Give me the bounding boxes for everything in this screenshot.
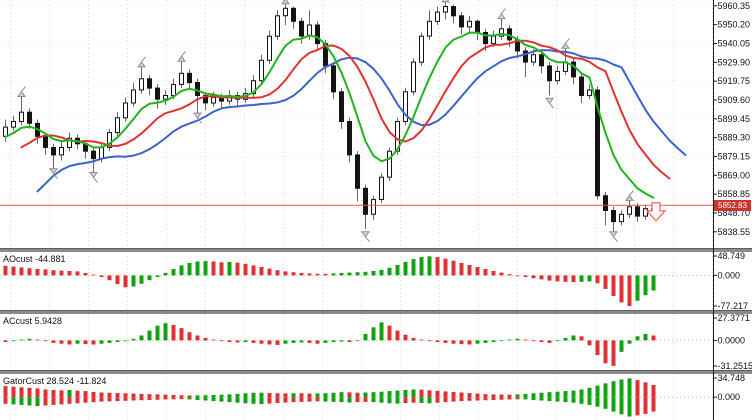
candlesticks [3,0,656,233]
ao-indicator-label: AOcust -44.881 [3,254,66,264]
axis-tick-label: 0.000 [718,392,741,402]
axis-tick-label: 5838.55 [718,227,751,237]
AO-histogram [3,256,656,306]
axis-tick-label: 5848.70 [718,208,751,218]
alligator-jaw-line [36,49,687,193]
axis-tick-label: 34.748 [718,374,746,383]
pane-separator[interactable] [0,248,752,252]
axis-tick-label: 5919.75 [718,76,751,86]
accelerator-oscillator-pane[interactable]: 27.3771 0.0000 -31.2515 [0,314,752,370]
axis-tick-label: 5869.00 [718,170,751,180]
axis-tick-label: 27.3771 [718,314,751,323]
ac-indicator-label: ACcust 5.9428 [3,316,63,326]
gator_lower-histogram [3,397,656,417]
alligator-teeth-line [20,39,671,180]
axis-tick-label: 5889.30 [718,133,751,143]
sell-signal-arrow-icon[interactable] [645,202,667,222]
axis-tick-label: 5950.20 [718,20,751,30]
gator-indicator-label: GatorCust 28.524 -11.824 [3,376,107,386]
fractal-arrows [17,0,634,243]
axis-tick-label: 5929.90 [718,57,751,67]
axis-tick-label: 5940.05 [718,38,751,48]
alligator-lips-line [4,31,655,199]
current-price-badge: 5852.83 [714,200,751,211]
axis-tick-label: 5960.35 [718,1,751,11]
axis-tick-label: 5879.15 [718,151,751,161]
gator-oscillator-pane[interactable]: 34.748 0.000 [0,374,752,420]
price-axis-line [713,0,714,420]
pane-separator[interactable] [0,370,752,374]
awesome-oscillator-pane[interactable]: 48.749 0.000 -77.217 [0,252,752,310]
axis-tick-label: 0.0000 [718,335,746,345]
pane-separator[interactable] [0,310,752,314]
axis-tick-label: 5909.60 [718,95,751,105]
gator_upper-histogram [3,378,656,398]
AC-histogram [3,322,656,366]
axis-tick-label: 48.749 [718,252,746,261]
axis-tick-label: 0.000 [718,270,741,280]
axis-tick-label: 5858.85 [718,189,751,199]
axis-tick-label: -77.217 [718,301,749,310]
axis-tick-label: 5899.45 [718,114,751,124]
axis-tick-label: -31.2515 [718,361,752,370]
main-price-pane[interactable]: 5960.35 5950.20 5940.05 5929.90 5919.75 5909.… [0,0,752,248]
